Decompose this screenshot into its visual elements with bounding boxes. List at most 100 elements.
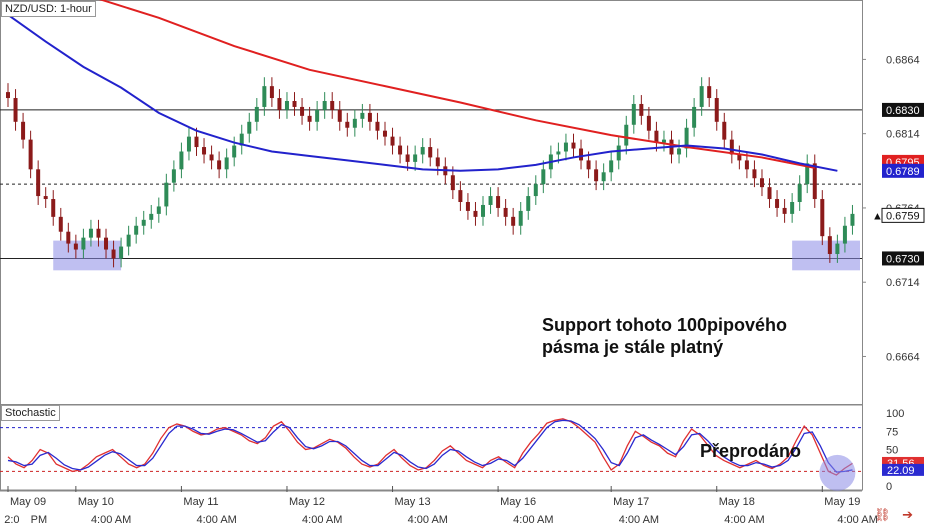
time-label: 4:00 AM (724, 514, 764, 525)
candle-body (601, 172, 606, 182)
candle-body (435, 157, 440, 167)
candle-body (171, 169, 176, 183)
candle-body (827, 236, 832, 254)
candle-body (609, 160, 614, 173)
candle-body (594, 169, 599, 182)
candle-body (307, 115, 312, 122)
candle-body (36, 169, 41, 197)
candle-body (345, 121, 350, 128)
candle-body (209, 154, 214, 161)
candle-body (744, 160, 749, 170)
candle-body (134, 225, 139, 235)
chart-frame (0, 0, 863, 492)
price-tick-label: 0.6814 (886, 129, 920, 141)
candle-body (767, 187, 772, 200)
candle-body (262, 86, 267, 107)
candle-body (782, 207, 787, 214)
candle-body (699, 86, 704, 107)
candle-body (533, 184, 538, 197)
stochastic-panel (0, 418, 862, 476)
date-label: May 10 (78, 496, 114, 508)
time-axis: May 09 May 10 May 11 May 12 May 13 May 16 May … (4, 486, 878, 525)
candle-body (202, 147, 207, 155)
candle-body (503, 207, 508, 217)
candle-body (639, 103, 644, 116)
candle-body (790, 202, 795, 214)
candle-body (835, 243, 840, 254)
candle-body (759, 178, 764, 188)
stochastic-tick-label: 100 (886, 408, 904, 420)
candle-body (488, 196, 493, 205)
candle-body (194, 136, 199, 148)
stochastic-tick-label: 0 (886, 481, 892, 493)
current-price-marker: ▲ (872, 210, 883, 222)
date-label: May 11 (183, 496, 218, 508)
candle-body (382, 130, 387, 137)
candle-body (465, 202, 470, 211)
candle-body (646, 115, 651, 131)
candle-body (239, 133, 244, 146)
candle-body (684, 127, 689, 149)
stochastic-axis: 100755025031.5622.09 (882, 408, 924, 493)
date-label: May 17 (613, 496, 649, 508)
candle-body (111, 249, 116, 259)
candle-body (104, 237, 109, 250)
arrow-right-icon[interactable]: ➔ (902, 507, 913, 522)
candle-body (842, 225, 847, 244)
candle-body (624, 124, 629, 146)
candle-body (722, 121, 727, 140)
candle-body (677, 148, 682, 155)
time-label: 4:00 AM (196, 514, 236, 525)
stochastic-panel-border (0, 404, 863, 491)
candle-body (186, 136, 191, 152)
candle-body (119, 246, 124, 259)
candle-body (707, 86, 712, 99)
candle-body (541, 169, 546, 185)
candle-body (850, 213, 855, 226)
date-label: May 19 (824, 496, 860, 508)
support-note-line1: Support tohoto 100pipového (542, 315, 787, 335)
candle-body (21, 121, 26, 140)
candle-body (390, 136, 395, 146)
candle-body (812, 163, 817, 200)
candle-body (277, 98, 282, 110)
candle-body (126, 234, 131, 247)
candle-body (360, 112, 365, 119)
candle-body (269, 86, 274, 99)
candle-body (156, 206, 161, 214)
candle-body (518, 210, 523, 226)
oversold-circle (819, 454, 856, 491)
time-label: 4:00 AM (513, 514, 553, 525)
candle-body (247, 121, 252, 134)
highlight-zones (53, 240, 860, 271)
date-label: May 13 (395, 496, 431, 508)
candle-body (284, 101, 289, 110)
candle-body (616, 145, 621, 161)
candle-body (149, 213, 154, 220)
stochastic-tick-label: 75 (886, 426, 898, 438)
price-tag-box (882, 163, 924, 178)
candle-body (458, 190, 463, 202)
candle-body (6, 92, 10, 99)
price-tag-box (882, 251, 924, 266)
candle-body (450, 175, 455, 191)
candle-body (631, 103, 636, 125)
link-icon[interactable]: ⛓ (873, 507, 891, 522)
candle-body (81, 237, 86, 250)
candle-body (729, 139, 734, 155)
support-zone (792, 240, 860, 271)
candle-body (367, 112, 372, 122)
price-tag-label: 0.6830 (886, 105, 920, 117)
stochastic-k-line (7, 418, 853, 476)
time-label: 4:00 AM (837, 514, 877, 525)
candle-body (586, 160, 591, 170)
candle-body (66, 231, 71, 244)
candle-body (511, 216, 516, 226)
price-tick-label: 0.6664 (886, 351, 920, 363)
candle-body (775, 199, 780, 208)
candle-body (752, 169, 757, 179)
stochastic-value-box (882, 463, 924, 476)
candlesticks (6, 77, 855, 268)
